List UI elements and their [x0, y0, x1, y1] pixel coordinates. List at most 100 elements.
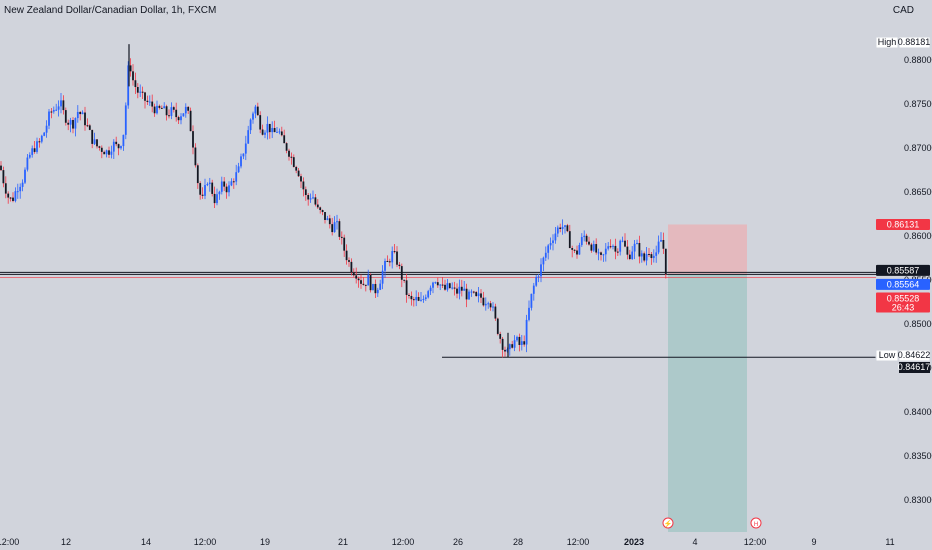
candle-body	[226, 187, 228, 193]
candle-body	[43, 133, 45, 136]
candle-body	[199, 183, 201, 195]
candle-body	[360, 280, 362, 284]
x-tick-label: 12:00	[194, 537, 217, 547]
candle-body	[384, 261, 386, 271]
candle-body	[3, 170, 5, 183]
candle-body	[223, 181, 225, 186]
x-tick-label: 12:00	[0, 537, 19, 547]
candle-body	[211, 183, 213, 194]
candle-body	[382, 271, 384, 284]
candle-body	[48, 112, 50, 126]
candle-body	[389, 261, 391, 262]
candle-body	[101, 148, 103, 152]
candle-body	[461, 287, 463, 291]
candle-body	[370, 275, 372, 290]
candle-body	[351, 262, 353, 273]
candle-body	[5, 183, 7, 193]
candle-body	[137, 87, 139, 93]
candle-body	[598, 252, 600, 253]
candle-body	[605, 249, 607, 255]
candle-body	[293, 157, 295, 167]
x-tick-label: 9	[811, 537, 816, 547]
candle-body	[411, 296, 413, 299]
candle-body	[190, 111, 192, 131]
candle-body	[375, 284, 377, 293]
candle-body	[156, 106, 158, 113]
candle-body	[646, 254, 648, 261]
candle-body	[58, 106, 60, 109]
candle-body	[334, 222, 336, 232]
candle-body	[178, 117, 180, 120]
candle-body	[216, 194, 218, 203]
candle-body	[545, 253, 547, 258]
candle-body	[175, 110, 177, 117]
candle-body	[559, 228, 561, 229]
candle-body	[324, 212, 326, 220]
candle-body	[617, 252, 619, 253]
candle-body	[187, 107, 189, 111]
candle-body	[339, 221, 341, 237]
candle-body	[39, 141, 41, 142]
candle-body	[511, 344, 513, 348]
candle-body	[420, 300, 422, 301]
candle-body	[173, 107, 175, 110]
candle-body	[319, 207, 321, 210]
candle-body	[12, 198, 14, 201]
candle-body	[531, 294, 533, 308]
candle-body	[533, 286, 535, 294]
candle-body	[399, 265, 401, 266]
candle-body	[276, 132, 278, 133]
candle-body	[502, 339, 504, 350]
candle-body	[475, 292, 477, 296]
candle-body	[447, 283, 449, 289]
candle-body	[487, 303, 489, 304]
candle-body	[591, 245, 593, 251]
candle-body	[142, 92, 144, 93]
candle-body	[180, 116, 182, 120]
candle-body	[655, 252, 657, 255]
candle-body	[327, 218, 329, 220]
candle-body	[583, 236, 585, 237]
candle-body	[490, 303, 492, 307]
candle-body	[305, 189, 307, 195]
candle-body	[538, 276, 540, 277]
candle-body	[607, 246, 609, 249]
candle-body	[603, 254, 605, 255]
candle-body	[235, 172, 237, 181]
x-tick-label: 19	[260, 537, 270, 547]
candle-body	[315, 197, 317, 204]
candle-body	[636, 243, 638, 244]
candle-body	[627, 247, 629, 255]
candle-body	[298, 171, 300, 177]
candle-body	[665, 249, 667, 274]
candle-body	[639, 243, 641, 256]
candle-body	[310, 198, 312, 199]
candle-body	[159, 106, 161, 108]
candle-body	[415, 297, 417, 300]
candle-body	[53, 110, 55, 112]
candle-body	[658, 242, 660, 253]
candle-body	[207, 184, 209, 185]
candle-body	[571, 248, 573, 250]
high-value: 0.88181	[898, 37, 931, 47]
candle-body	[435, 282, 437, 283]
candle-body	[250, 120, 252, 131]
candle-body	[336, 221, 338, 222]
candle-body	[269, 124, 271, 132]
candle-body	[283, 135, 285, 143]
x-tick-label: 26	[453, 537, 463, 547]
candle-body	[523, 341, 525, 344]
candle-body	[519, 337, 521, 345]
candle-body	[233, 181, 235, 182]
candle-body	[192, 131, 194, 147]
candle-body	[391, 251, 393, 262]
candle-body	[581, 237, 583, 245]
candle-body	[451, 288, 453, 289]
candle-body	[372, 284, 374, 290]
candle-body	[365, 285, 367, 286]
candle-body	[286, 143, 288, 151]
candle-body	[118, 144, 120, 148]
